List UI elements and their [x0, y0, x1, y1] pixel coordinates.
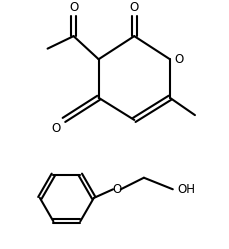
- Text: O: O: [174, 53, 183, 66]
- Text: O: O: [112, 183, 121, 196]
- Text: OH: OH: [177, 183, 195, 196]
- Text: O: O: [129, 1, 138, 14]
- Text: O: O: [52, 122, 61, 135]
- Text: O: O: [69, 1, 78, 14]
